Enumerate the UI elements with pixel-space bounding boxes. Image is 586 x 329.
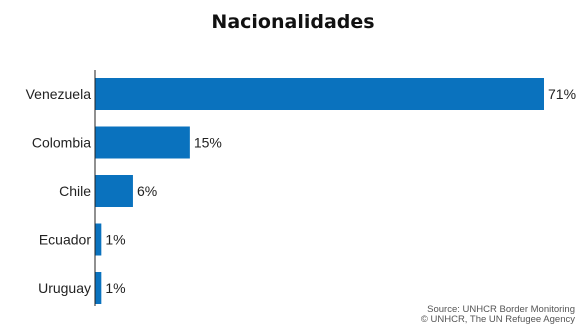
bar-colombia: [95, 126, 190, 159]
category-label-ecuador: Ecuador: [39, 232, 91, 248]
category-label-colombia: Colombia: [32, 135, 91, 151]
category-label-uruguay: Uruguay: [38, 280, 91, 296]
bar-venezuela: [95, 78, 544, 110]
category-labels: Venezuela Colombia Chile Ecuador Uruguay: [26, 86, 92, 296]
bars-group: [95, 78, 544, 304]
source-note: Source: UNHCR Border Monitoring: [427, 304, 575, 315]
category-label-venezuela: Venezuela: [26, 86, 92, 102]
value-label-uruguay: 1%: [105, 280, 125, 296]
value-label-chile: 6%: [137, 183, 157, 199]
copyright-note: © UNHCR, The UN Refugee Agency: [420, 314, 575, 325]
category-label-chile: Chile: [59, 183, 91, 199]
value-label-ecuador: 1%: [105, 232, 125, 248]
value-label-colombia: 15%: [194, 135, 222, 151]
value-label-venezuela: 71%: [548, 86, 576, 102]
bar-ecuador: [95, 223, 102, 256]
value-labels: 71% 15% 6% 1% 1%: [105, 86, 576, 296]
bar-chile: [95, 175, 133, 207]
bar-uruguay: [95, 272, 102, 304]
chart-title: Nacionalidades: [211, 11, 375, 33]
